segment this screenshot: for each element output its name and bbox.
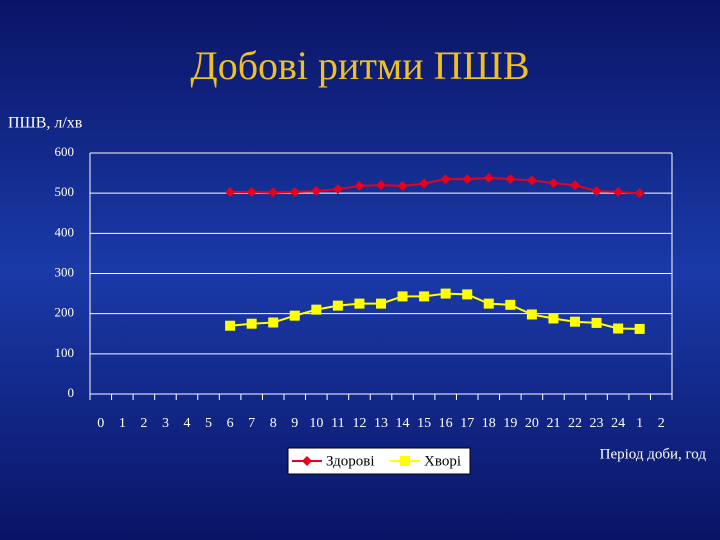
x-tick-label: 16 <box>439 416 453 431</box>
x-tick-label: 12 <box>352 416 366 431</box>
data-point <box>268 187 279 198</box>
x-tick-label: 17 <box>460 416 474 431</box>
legend-marker <box>302 456 312 466</box>
x-tick-label: 2 <box>658 416 665 431</box>
data-point <box>526 309 537 320</box>
x-axis-label: Період доби, год <box>600 446 707 462</box>
data-point <box>397 291 408 302</box>
data-point <box>268 317 279 328</box>
data-point <box>311 304 322 315</box>
data-point <box>613 186 624 197</box>
data-point <box>354 298 365 309</box>
data-point <box>289 310 300 321</box>
data-point <box>570 316 580 327</box>
data-point <box>570 180 580 191</box>
data-point <box>591 317 602 328</box>
data-point <box>483 172 494 183</box>
x-tick-label: 0 <box>97 416 104 431</box>
x-tick-label: 8 <box>270 416 277 431</box>
x-tick-label: 4 <box>184 416 191 431</box>
data-point <box>354 180 365 191</box>
x-tick-label: 1 <box>636 416 643 431</box>
legend-marker <box>400 456 410 466</box>
data-point <box>246 318 257 329</box>
legend-label: Хворі <box>424 453 461 469</box>
data-point <box>483 298 494 309</box>
x-tick-label: 6 <box>227 416 234 431</box>
data-point <box>332 184 343 195</box>
y-tick-label: 600 <box>55 144 75 159</box>
x-tick-label: 22 <box>568 416 582 431</box>
x-tick-label: 2 <box>140 416 147 431</box>
data-point <box>462 289 473 300</box>
data-point <box>397 180 408 191</box>
data-point <box>376 180 386 191</box>
data-point <box>634 323 645 334</box>
data-point <box>225 320 236 331</box>
x-tick-label: 19 <box>503 416 517 431</box>
y-tick-label: 300 <box>55 264 75 279</box>
data-point <box>419 291 430 302</box>
x-tick-label: 14 <box>396 416 410 431</box>
data-point <box>505 299 516 310</box>
data-point <box>526 175 537 186</box>
y-tick-label: 100 <box>55 345 75 360</box>
x-tick-label: 1 <box>119 416 126 431</box>
data-point <box>591 186 602 197</box>
data-point <box>440 288 451 299</box>
data-point <box>419 178 430 189</box>
y-tick-label: 400 <box>55 224 75 239</box>
x-tick-label: 5 <box>205 416 212 431</box>
y-axis-label: ПШВ, л/хв <box>8 115 83 132</box>
x-tick-label: 7 <box>248 416 255 431</box>
legend-label: Здорові <box>326 453 375 469</box>
data-point <box>548 178 559 189</box>
y-tick-label: 0 <box>68 385 75 400</box>
x-tick-label: 11 <box>331 416 344 431</box>
data-point <box>332 300 343 311</box>
x-tick-label: 20 <box>525 416 539 431</box>
y-tick-label: 200 <box>55 305 75 320</box>
x-tick-label: 9 <box>291 416 298 431</box>
x-tick-label: 23 <box>590 416 604 431</box>
data-point <box>462 174 473 185</box>
x-tick-label: 13 <box>374 416 388 431</box>
data-point <box>289 186 300 197</box>
x-tick-label: 21 <box>546 416 560 431</box>
y-tick-label: 500 <box>55 184 75 199</box>
x-tick-label: 3 <box>162 416 169 431</box>
x-tick-label: 15 <box>417 416 431 431</box>
data-point <box>548 313 559 324</box>
data-point <box>613 323 624 334</box>
x-tick-label: 24 <box>611 416 625 431</box>
x-tick-label: 18 <box>482 416 496 431</box>
data-point <box>634 188 645 199</box>
chart-title: Добові ритми ПШВ <box>190 43 529 88</box>
x-tick-label: 10 <box>309 416 323 431</box>
data-point <box>246 186 257 197</box>
data-point <box>311 186 322 197</box>
data-point <box>225 186 236 197</box>
data-point <box>505 174 516 185</box>
data-point <box>440 174 451 185</box>
data-point <box>376 298 386 309</box>
